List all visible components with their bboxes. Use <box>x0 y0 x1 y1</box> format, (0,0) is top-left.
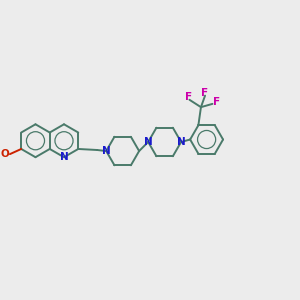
Text: F: F <box>185 92 192 102</box>
Text: N: N <box>144 137 153 147</box>
Text: O: O <box>0 149 9 159</box>
Text: F: F <box>202 88 208 98</box>
Text: N: N <box>177 137 185 147</box>
Text: N: N <box>60 152 68 162</box>
Text: N: N <box>102 146 111 156</box>
Text: F: F <box>212 97 220 107</box>
